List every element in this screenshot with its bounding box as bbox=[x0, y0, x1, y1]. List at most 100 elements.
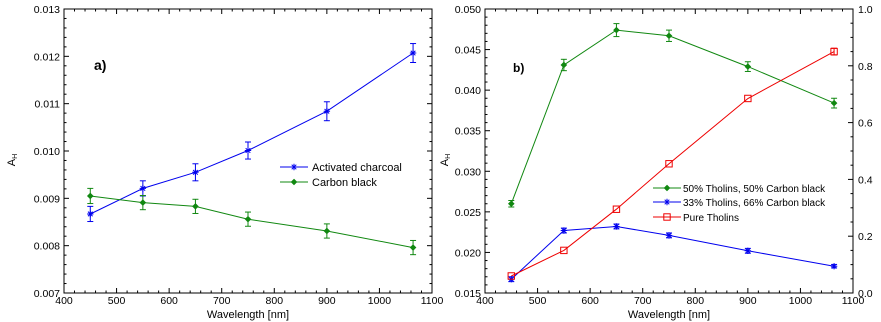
legend-b-marker-2 bbox=[663, 213, 671, 221]
legend-a: Activated charcoal Carbon black bbox=[280, 162, 402, 189]
series-group-b bbox=[507, 23, 838, 283]
data-point-a-1-3 bbox=[244, 215, 252, 223]
x-tick-label-b-7: 1100 bbox=[842, 295, 865, 307]
axis-ticks-b: 400 500 600 700 800 900 1000 1100 0.015 0.020 0.02… bbox=[455, 4, 873, 307]
legend-marker-symbol-1-1 bbox=[663, 198, 671, 206]
data-point-b-1-4 bbox=[744, 247, 752, 255]
x-tick-label-a-4: 800 bbox=[266, 295, 284, 307]
y-tick-label-b-6: 0.045 bbox=[455, 45, 481, 57]
y2-tick-label-b-0: 0.0 bbox=[858, 288, 873, 300]
series-line-a-1 bbox=[90, 195, 414, 249]
data-point-b-2-4 bbox=[744, 94, 752, 103]
legend-b-label-2: Pure Tholins bbox=[683, 213, 739, 224]
data-point-b-0-2 bbox=[613, 26, 620, 34]
legend-a-label-0: Activated charcoal bbox=[312, 162, 402, 174]
x-tick-label-b-2: 600 bbox=[581, 295, 599, 307]
y-tick-label-a-0: 0.007 bbox=[34, 288, 60, 300]
y-tick-label-b-2: 0.025 bbox=[455, 207, 481, 219]
y-tick-label-a-4: 0.011 bbox=[35, 99, 61, 111]
y-tick-label-a-2: 0.009 bbox=[34, 193, 60, 205]
data-point-b-2-0 bbox=[507, 272, 515, 280]
legend-b: 50% Tholins, 50% Carbon black 33% Tholin… bbox=[653, 184, 826, 224]
x-tick-label-b-0: 400 bbox=[476, 295, 494, 307]
legend-marker-symbol-1-0 bbox=[663, 184, 671, 192]
y-axis-label-a: AH bbox=[6, 154, 19, 166]
panel-a: 400 500 600 700 800 900 1000 1100 0.007 0.008 0.00… bbox=[6, 4, 443, 321]
y-axis-label-b-sub: H bbox=[445, 154, 452, 159]
y-tick-label-a-1: 0.008 bbox=[34, 241, 60, 253]
legend-b-marker-1 bbox=[663, 198, 671, 206]
x-tick-label-a-0: 400 bbox=[55, 295, 73, 307]
x-tick-label-a-7: 1100 bbox=[421, 295, 444, 307]
legend-a-marker-0 bbox=[290, 163, 298, 171]
series-line-a-0 bbox=[90, 52, 414, 215]
data-point-a-0-4 bbox=[323, 108, 331, 115]
x-tick-label-a-6: 1000 bbox=[368, 295, 392, 307]
x-axis-label-a: Wavelength [nm] bbox=[207, 309, 289, 321]
data-point-a-0-1 bbox=[139, 185, 147, 192]
x-tick-label-a-3: 700 bbox=[213, 295, 231, 307]
axis-ticks-a: 400 500 600 700 800 900 1000 1100 0.007 0.008 0.00… bbox=[34, 4, 444, 307]
data-point-b-2-1 bbox=[560, 246, 568, 255]
data-point-b-1-5 bbox=[830, 263, 838, 270]
y-tick-label-b-4: 0.035 bbox=[455, 126, 481, 138]
panel-label-a: a) bbox=[94, 57, 106, 73]
x-tick-label-b-4: 800 bbox=[687, 295, 705, 307]
data-point-a-1-5 bbox=[409, 244, 417, 251]
y-axis-label-b: AH bbox=[439, 154, 452, 166]
panel-label-b: b) bbox=[513, 61, 524, 75]
legend-a-marker-1 bbox=[290, 178, 298, 186]
data-point-a-0-5 bbox=[409, 49, 417, 57]
legend-b-marker-0 bbox=[663, 184, 671, 192]
y-tick-label-b-1: 0.020 bbox=[455, 247, 481, 259]
y-tick-label-a-6: 0.013 bbox=[34, 4, 60, 16]
data-point-b-0-1 bbox=[560, 61, 568, 69]
legend-b-label-1: 33% Tholins, 66% Carbon black bbox=[683, 198, 826, 209]
y-tick-label-b-7: 0.050 bbox=[455, 4, 481, 16]
legend-b-label-0: 50% Tholins, 50% Carbon black bbox=[683, 184, 826, 195]
y2-tick-label-b-3: 0.6 bbox=[858, 118, 873, 130]
data-point-b-2-5 bbox=[830, 47, 838, 56]
data-point-b-1-2 bbox=[613, 223, 620, 230]
data-point-a-1-1 bbox=[139, 199, 147, 206]
x-tick-label-b-1: 500 bbox=[529, 295, 547, 307]
x-tick-label-b-6: 1000 bbox=[789, 295, 813, 307]
y2-tick-label-b-1: 0.2 bbox=[858, 231, 873, 243]
data-point-a-1-4 bbox=[323, 227, 331, 235]
data-point-a-1-0 bbox=[86, 192, 94, 200]
data-point-b-0-3 bbox=[665, 32, 673, 40]
y-tick-label-b-0: 0.015 bbox=[455, 288, 481, 300]
data-point-b-1-3 bbox=[665, 232, 673, 239]
series-line-b-1 bbox=[510, 225, 835, 280]
y-tick-label-b-5: 0.040 bbox=[455, 85, 481, 97]
data-point-b-0-5 bbox=[830, 99, 838, 107]
data-point-b-2-2 bbox=[612, 205, 621, 213]
series-line-b-2 bbox=[511, 51, 835, 277]
x-tick-label-b-3: 700 bbox=[634, 295, 652, 307]
data-point-b-0-4 bbox=[744, 63, 752, 70]
x-tick-label-a-2: 600 bbox=[160, 295, 178, 307]
data-point-b-0-0 bbox=[507, 200, 515, 208]
data-point-b-1-1 bbox=[560, 227, 568, 234]
y-tick-label-a-5: 0.012 bbox=[34, 51, 60, 63]
data-point-b-2-3 bbox=[665, 160, 673, 168]
x-axis-label-b: Wavelength [nm] bbox=[628, 309, 710, 321]
data-point-a-0-0 bbox=[87, 210, 94, 218]
y2-tick-label-b-5: 1.0 bbox=[858, 4, 873, 16]
y-axis-label-a-sub: H bbox=[12, 154, 19, 159]
y-tick-label-a-3: 0.010 bbox=[34, 146, 60, 158]
series-group-a bbox=[86, 43, 417, 256]
series-line-b-0 bbox=[510, 29, 835, 204]
legend-a-label-1: Carbon black bbox=[312, 177, 377, 189]
y-tick-label-b-3: 0.030 bbox=[455, 166, 481, 178]
data-point-a-0-2 bbox=[192, 169, 199, 176]
x-tick-label-a-5: 900 bbox=[318, 295, 336, 307]
plot-area-b bbox=[484, 8, 854, 294]
y2-tick-label-b-2: 0.4 bbox=[858, 174, 873, 186]
legend-marker-symbol-0-0 bbox=[290, 163, 298, 171]
y2-tick-label-b-4: 0.8 bbox=[858, 61, 873, 73]
data-point-a-1-2 bbox=[192, 203, 199, 210]
x-tick-label-b-5: 900 bbox=[739, 295, 757, 307]
legend-marker-symbol-1-2 bbox=[663, 213, 671, 221]
